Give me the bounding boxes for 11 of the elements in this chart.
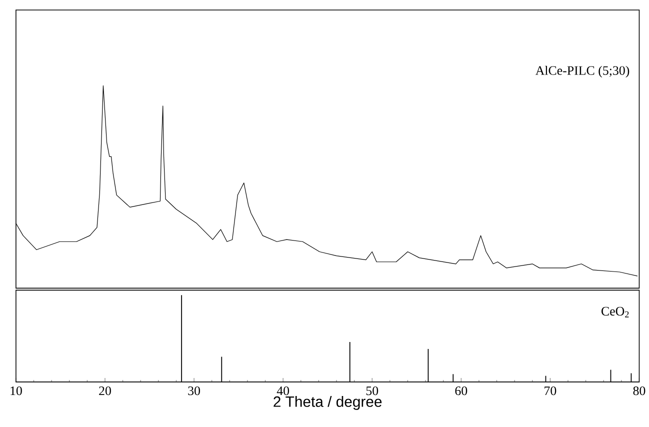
x-tick-label: 60 [455,386,468,396]
x-tick-label: 40 [276,386,290,396]
x-axis-title: 2 Theta / degree [274,396,382,410]
x-tick-label: 10 [10,386,22,396]
text: CeO$_{2}$ [602,306,629,318]
x-tick-label: 20 [99,386,111,396]
x-tick-label: 30 [188,386,200,396]
x-tick-label: 80 [633,386,646,396]
x-tick-label: 50 [366,386,378,396]
x-tick-label: 70 [544,386,556,396]
text: AlCe-PILC (5;30) [535,66,630,78]
